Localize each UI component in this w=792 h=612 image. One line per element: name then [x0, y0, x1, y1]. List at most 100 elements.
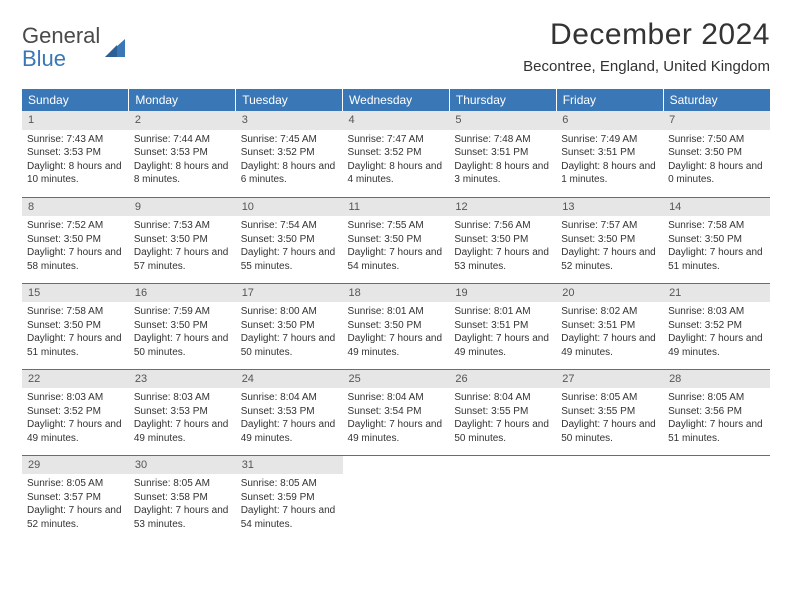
calendar-week: 8 Sunrise: 7:52 AM Sunset: 3:50 PM Daylight…: [22, 197, 770, 283]
day-number: 17: [236, 284, 343, 303]
day-number: 3: [236, 111, 343, 130]
calendar-cell: 9Sunrise: 7:53 AMSunset: 3:50 PMDaylight…: [129, 197, 236, 283]
sunset-line: Sunset: 3:51 PM: [454, 319, 551, 333]
logo-sail-icon: [103, 35, 129, 61]
sunset-line: Sunset: 3:52 PM: [241, 146, 338, 160]
sunset-line: Sunset: 3:50 PM: [348, 233, 445, 247]
calendar-cell: 15Sunrise: 7:58 AMSunset: 3:50 PMDayligh…: [22, 283, 129, 369]
sunrise-line: Sunrise: 8:02 AM: [561, 305, 658, 319]
day-number: 26: [449, 370, 556, 389]
day-content: Sunrise: 8:05 AMSunset: 3:59 PMDaylight:…: [236, 474, 343, 536]
day-content: Sunrise: 8:05 AMSunset: 3:58 PMDaylight:…: [129, 474, 236, 536]
calendar-cell: 22Sunrise: 8:03 AMSunset: 3:52 PMDayligh…: [22, 369, 129, 455]
daylight-line: Daylight: 7 hours and 49 minutes.: [668, 332, 765, 359]
day-content: Sunrise: 8:02 AMSunset: 3:51 PMDaylight:…: [556, 302, 663, 364]
sunrise-line: Sunrise: 8:04 AM: [454, 391, 551, 405]
day-header: Saturday: [663, 89, 770, 111]
daylight-line: Daylight: 7 hours and 52 minutes.: [561, 246, 658, 273]
day-number: 22: [22, 370, 129, 389]
sunset-line: Sunset: 3:54 PM: [348, 405, 445, 419]
sunrise-line: Sunrise: 8:04 AM: [241, 391, 338, 405]
daylight-line: Daylight: 7 hours and 52 minutes.: [27, 504, 124, 531]
daylight-line: Daylight: 8 hours and 4 minutes.: [348, 160, 445, 187]
day-number: 20: [556, 284, 663, 303]
day-number: 16: [129, 284, 236, 303]
day-number: 28: [663, 370, 770, 389]
sunrise-line: Sunrise: 7:44 AM: [134, 133, 231, 147]
day-number: 10: [236, 198, 343, 217]
day-content: Sunrise: 7:48 AMSunset: 3:51 PMDaylight:…: [449, 130, 556, 192]
day-header: Friday: [556, 89, 663, 111]
day-number: 29: [22, 456, 129, 475]
day-content: Sunrise: 7:59 AMSunset: 3:50 PMDaylight:…: [129, 302, 236, 364]
daylight-line: Daylight: 7 hours and 49 minutes.: [134, 418, 231, 445]
daylight-line: Daylight: 8 hours and 0 minutes.: [668, 160, 765, 187]
sunrise-line: Sunrise: 7:43 AM: [27, 133, 124, 147]
sunrise-line: Sunrise: 7:55 AM: [348, 219, 445, 233]
sunrise-line: Sunrise: 8:03 AM: [134, 391, 231, 405]
sunrise-line: Sunrise: 7:59 AM: [134, 305, 231, 319]
daylight-line: Daylight: 7 hours and 50 minutes.: [241, 332, 338, 359]
day-content: Sunrise: 7:43 AMSunset: 3:53 PMDaylight:…: [22, 130, 129, 192]
sunset-line: Sunset: 3:57 PM: [27, 491, 124, 505]
calendar-cell: 24Sunrise: 8:04 AMSunset: 3:53 PMDayligh…: [236, 369, 343, 455]
calendar-cell: 21Sunrise: 8:03 AMSunset: 3:52 PMDayligh…: [663, 283, 770, 369]
calendar-cell: 29Sunrise: 8:05 AMSunset: 3:57 PMDayligh…: [22, 455, 129, 541]
calendar-cell: 13Sunrise: 7:57 AMSunset: 3:50 PMDayligh…: [556, 197, 663, 283]
sunrise-line: Sunrise: 8:05 AM: [241, 477, 338, 491]
day-content: Sunrise: 7:55 AMSunset: 3:50 PMDaylight:…: [343, 216, 450, 278]
daylight-line: Daylight: 7 hours and 54 minutes.: [241, 504, 338, 531]
day-content: Sunrise: 7:44 AMSunset: 3:53 PMDaylight:…: [129, 130, 236, 192]
daylight-line: Daylight: 7 hours and 51 minutes.: [27, 332, 124, 359]
day-number: 9: [129, 198, 236, 217]
calendar-body: 1Sunrise: 7:43 AMSunset: 3:53 PMDaylight…: [22, 111, 770, 541]
day-content: Sunrise: 7:45 AMSunset: 3:52 PMDaylight:…: [236, 130, 343, 192]
sunrise-line: Sunrise: 7:47 AM: [348, 133, 445, 147]
calendar-cell: 7Sunrise: 7:50 AMSunset: 3:50 PMDaylight…: [663, 111, 770, 197]
calendar-cell: 1Sunrise: 7:43 AMSunset: 3:53 PMDaylight…: [22, 111, 129, 197]
calendar-cell: 8Sunrise: 7:52 AMSunset: 3:50 PMDaylight…: [22, 197, 129, 283]
day-number: 30: [129, 456, 236, 475]
daylight-line: Daylight: 7 hours and 58 minutes.: [27, 246, 124, 273]
sunrise-line: Sunrise: 8:03 AM: [27, 391, 124, 405]
sunrise-line: Sunrise: 8:05 AM: [561, 391, 658, 405]
sunset-line: Sunset: 3:59 PM: [241, 491, 338, 505]
day-header: Sunday: [22, 89, 129, 111]
sunrise-line: Sunrise: 7:50 AM: [668, 133, 765, 147]
calendar-week: 22Sunrise: 8:03 AMSunset: 3:52 PMDayligh…: [22, 369, 770, 455]
sunset-line: Sunset: 3:52 PM: [668, 319, 765, 333]
calendar-cell: 30Sunrise: 8:05 AMSunset: 3:58 PMDayligh…: [129, 455, 236, 541]
day-content: Sunrise: 8:04 AMSunset: 3:55 PMDaylight:…: [449, 388, 556, 450]
daylight-line: Daylight: 7 hours and 49 minutes.: [561, 332, 658, 359]
calendar-cell: [556, 455, 663, 541]
sunrise-line: Sunrise: 7:53 AM: [134, 219, 231, 233]
day-number: 14: [663, 198, 770, 217]
day-content: Sunrise: 8:00 AMSunset: 3:50 PMDaylight:…: [236, 302, 343, 364]
calendar-cell: 27Sunrise: 8:05 AMSunset: 3:55 PMDayligh…: [556, 369, 663, 455]
sunset-line: Sunset: 3:50 PM: [454, 233, 551, 247]
daylight-line: Daylight: 7 hours and 51 minutes.: [668, 418, 765, 445]
calendar-cell: 25Sunrise: 8:04 AMSunset: 3:54 PMDayligh…: [343, 369, 450, 455]
calendar-table: SundayMondayTuesdayWednesdayThursdayFrid…: [22, 89, 770, 541]
sunrise-line: Sunrise: 7:52 AM: [27, 219, 124, 233]
sunset-line: Sunset: 3:56 PM: [668, 405, 765, 419]
calendar-cell: 5Sunrise: 7:48 AMSunset: 3:51 PMDaylight…: [449, 111, 556, 197]
sunset-line: Sunset: 3:53 PM: [27, 146, 124, 160]
sunrise-line: Sunrise: 7:48 AM: [454, 133, 551, 147]
day-content: Sunrise: 8:01 AMSunset: 3:51 PMDaylight:…: [449, 302, 556, 364]
day-content: Sunrise: 8:05 AMSunset: 3:57 PMDaylight:…: [22, 474, 129, 536]
daylight-line: Daylight: 7 hours and 49 minutes.: [348, 332, 445, 359]
day-content: Sunrise: 8:03 AMSunset: 3:52 PMDaylight:…: [663, 302, 770, 364]
day-number: 7: [663, 111, 770, 130]
daylight-line: Daylight: 7 hours and 53 minutes.: [134, 504, 231, 531]
daylight-line: Daylight: 7 hours and 49 minutes.: [348, 418, 445, 445]
day-content: Sunrise: 7:57 AMSunset: 3:50 PMDaylight:…: [556, 216, 663, 278]
title-block: December 2024 Becontree, England, United…: [523, 18, 770, 75]
calendar-cell: 16Sunrise: 7:59 AMSunset: 3:50 PMDayligh…: [129, 283, 236, 369]
logo-text-line2: Blue: [22, 46, 66, 71]
sunset-line: Sunset: 3:58 PM: [134, 491, 231, 505]
day-number: 21: [663, 284, 770, 303]
day-number: 12: [449, 198, 556, 217]
day-number: 8: [22, 198, 129, 217]
calendar-cell: 20Sunrise: 8:02 AMSunset: 3:51 PMDayligh…: [556, 283, 663, 369]
